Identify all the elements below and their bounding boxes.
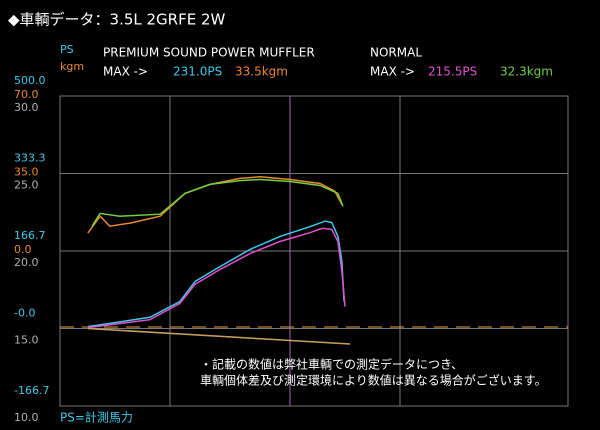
legend-name: PREMIUM SOUND POWER MUFFLER <box>103 46 315 60</box>
chart-title: ◆車輌データ：3.5L 2GRFE 2W <box>8 11 226 29</box>
y-tick-label: 333.3 <box>14 152 46 165</box>
y2-axis-unit: kgm <box>60 60 84 73</box>
note: ・記載の数値は弊社車輌での測定データにつき、 <box>200 357 463 372</box>
legend-max-value: 33.5kgm <box>235 65 288 79</box>
y2-tick-label: 35.0 <box>14 166 39 179</box>
y2-tick-label: 70.0 <box>14 88 39 101</box>
series-line <box>87 327 351 345</box>
legend-max-prefix: MAX -> <box>103 65 148 79</box>
footnote: PS=計測馬力 <box>60 410 133 425</box>
y-tick-label: 500.0 <box>14 74 46 87</box>
y-axis-unit: PS <box>60 43 74 56</box>
legend-name: NORMAL <box>370 46 422 60</box>
legend-max-value: 215.5PS <box>428 65 477 79</box>
series-line <box>91 178 344 227</box>
note: 車輌個体差及び測定環境により数値は異なる場合がございます。 <box>200 373 547 388</box>
y2-tick-label: 0.0 <box>14 243 32 256</box>
y3-tick-label: 15.0 <box>14 334 39 347</box>
y3-tick-label: 10.0 <box>14 411 39 424</box>
y-tick-label: -0.0 <box>14 306 35 319</box>
legend-max-value: 32.3kgm <box>500 65 553 79</box>
legend-max-prefix: MAX -> <box>370 65 415 79</box>
series-line <box>87 227 346 329</box>
y-tick-label: 166.7 <box>14 229 46 242</box>
y-tick-label: -166.7 <box>14 384 49 397</box>
series-line <box>87 220 345 328</box>
series-line <box>87 176 343 234</box>
legend-max-value: 231.0PS <box>173 65 222 79</box>
y3-tick-label: 30.0 <box>14 101 39 114</box>
y3-tick-label: 20.0 <box>14 256 39 269</box>
y3-tick-label: 25.0 <box>14 179 39 192</box>
